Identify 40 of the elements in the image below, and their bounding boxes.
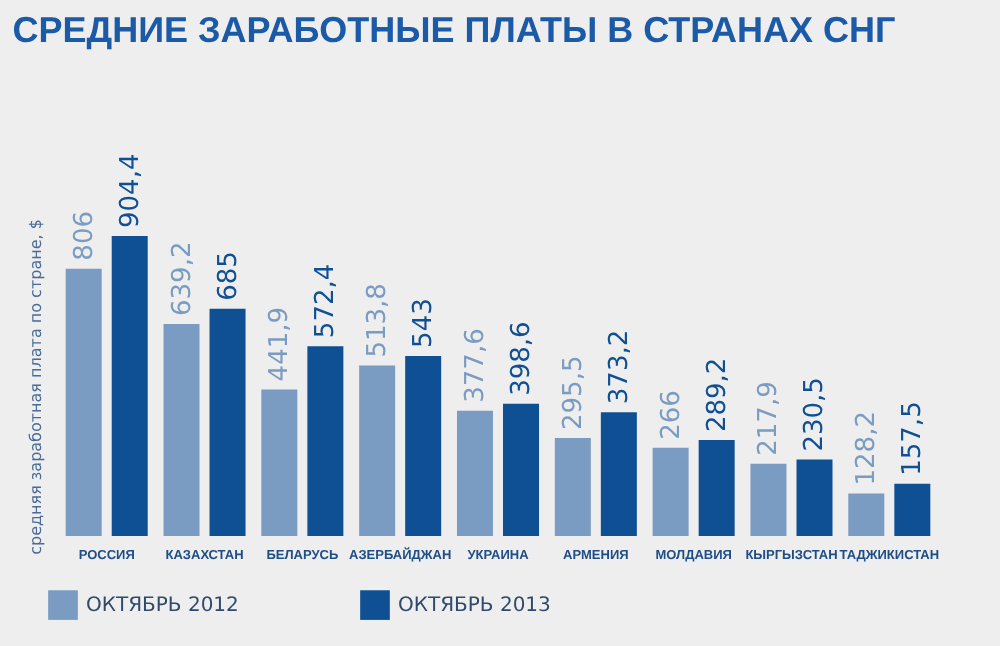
data-label: 685 [213,251,244,301]
bar [261,389,298,536]
bar [750,463,787,536]
bar [894,483,931,536]
y-axis-title: средняя заработная плата по стране, $ [27,219,45,555]
data-label: 266 [656,390,687,440]
data-label: 377,6 [460,328,491,403]
data-label: 230,5 [800,377,831,452]
data-label: 373,2 [604,329,635,405]
chart-title: СРЕДНИЕ ЗАРАБОТНЫЕ ПЛАТЫ В СТРАНАХ СНГ [12,9,896,50]
bar [600,412,637,536]
data-label: 289,2 [702,357,733,433]
bar [307,346,344,536]
legend-label: ОКТЯБРЬ 2012 [86,595,239,618]
bar [652,447,689,536]
data-label: 513,8 [363,283,394,358]
data-label: 157,5 [898,401,929,476]
bar [209,308,246,536]
data-label: 128,2 [852,411,883,486]
bar [503,403,540,536]
bar [405,355,442,536]
bar [65,268,102,536]
data-label: 543 [409,298,440,348]
bar [554,437,591,536]
data-label: 639,2 [167,241,198,316]
data-label: 295,5 [558,355,589,430]
data-label: 806 [69,210,100,261]
bar [359,365,396,536]
data-label: 904,4 [115,153,146,228]
bar [111,236,148,536]
legend-label: ОКТЯБРЬ 2013 [398,595,551,618]
data-label: 398,6 [507,321,538,396]
bar [848,493,885,536]
bar [163,323,200,536]
data-label: 217,9 [754,381,785,456]
data-label: 441,9 [265,306,296,382]
data-label: 572,4 [311,263,342,339]
bar [796,459,833,536]
bar [456,410,493,536]
bar [698,440,735,536]
